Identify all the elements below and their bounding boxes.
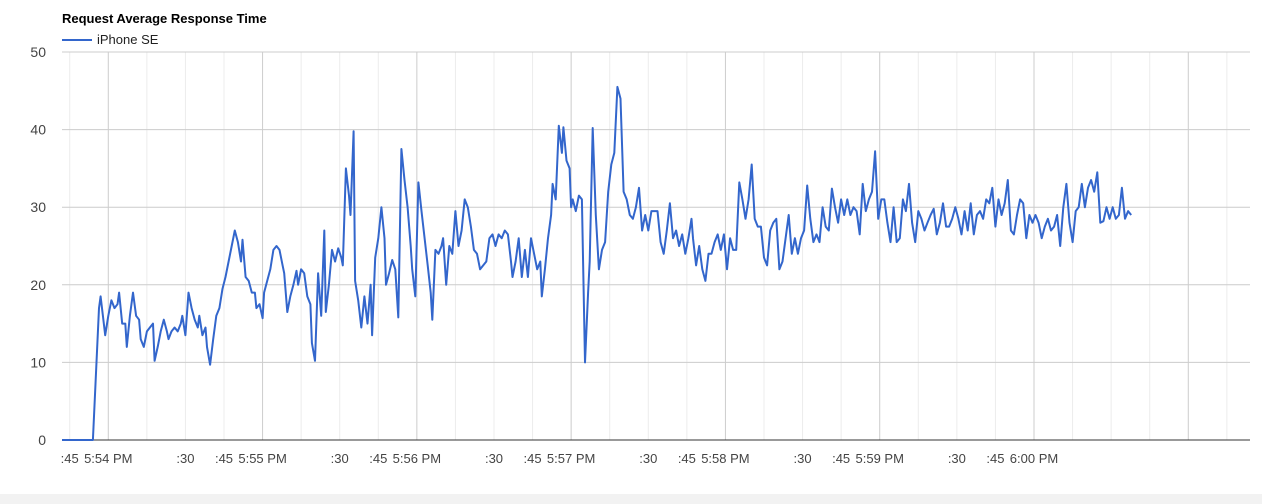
x-tick-label: :45 <box>369 451 387 466</box>
y-tick-label: 50 <box>30 44 46 60</box>
axes: 0 10 20 30 40 50 :45 5:54 PM :30 :45 5:55 PM :30 :45… <box>30 44 1058 466</box>
x-tick-label: :30 <box>794 451 812 466</box>
x-tick-label: 5:58 PM <box>701 451 749 466</box>
x-tick-label: :30 <box>485 451 503 466</box>
legend-label: iPhone SE <box>97 32 159 47</box>
x-tick-label: 5:57 PM <box>547 451 595 466</box>
x-tick-label: :45 <box>678 451 696 466</box>
x-tick-label: 6:00 PM <box>1010 451 1058 466</box>
series-line-iphone-se <box>62 85 1132 441</box>
x-tick-label: :30 <box>948 451 966 466</box>
x-tick-label: :30 <box>331 451 349 466</box>
x-tick-label: :45 <box>832 451 850 466</box>
footer-band <box>0 494 1262 504</box>
x-tick-label: :30 <box>176 451 194 466</box>
legend[interactable]: iPhone SE <box>62 32 159 47</box>
chart-title: Request Average Response Time <box>62 11 267 26</box>
y-tick-label: 10 <box>30 354 46 370</box>
y-tick-label: 40 <box>30 122 46 138</box>
plot-area <box>62 85 1132 441</box>
x-tick-label: 5:59 PM <box>856 451 904 466</box>
x-tick-label: 5:55 PM <box>238 451 286 466</box>
y-tick-label: 0 <box>38 432 46 448</box>
y-tick-label: 20 <box>30 277 46 293</box>
x-tick-label: :30 <box>639 451 657 466</box>
grid <box>62 51 1250 441</box>
x-tick-label: :45 <box>986 451 1004 466</box>
x-tick-label: 5:54 PM <box>84 451 132 466</box>
x-tick-label: :45 <box>215 451 233 466</box>
x-tick-label: 5:56 PM <box>393 451 441 466</box>
x-tick-label: :45 <box>61 451 79 466</box>
x-tick-label: :45 <box>524 451 542 466</box>
y-tick-label: 30 <box>30 199 46 215</box>
